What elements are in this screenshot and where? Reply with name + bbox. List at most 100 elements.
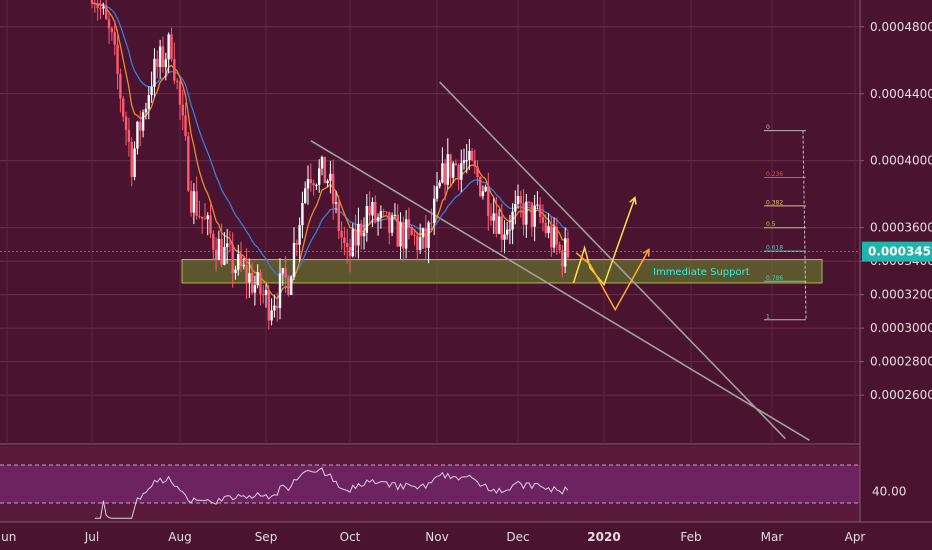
candle-body — [544, 222, 547, 234]
candle-body — [476, 166, 479, 178]
candle-body — [473, 160, 476, 167]
candle-body — [245, 264, 248, 283]
price-tick-label: 0.0002600 — [870, 388, 932, 402]
candle-body — [175, 80, 179, 82]
candle-body — [470, 150, 474, 161]
candle-body — [273, 305, 276, 311]
candle-body — [262, 294, 265, 296]
candle-body — [312, 183, 315, 186]
candle-body — [563, 238, 567, 267]
candle-body — [441, 163, 444, 183]
candle-body — [354, 229, 357, 246]
candle-body — [276, 305, 279, 308]
time-axis[interactable]: Jun Jul Aug Sep Oct Nov Dec 2020 Feb Mar Apr — [0, 521, 932, 550]
price-tick-label: 0.0003000 — [870, 321, 932, 335]
candle-body — [522, 203, 525, 225]
fib-level-label: 1 — [766, 313, 770, 320]
fib-level-label: 0.5 — [766, 221, 776, 228]
candle-body — [234, 269, 237, 273]
candle-body — [161, 46, 165, 68]
candle-body — [552, 227, 556, 248]
candle-body — [407, 219, 411, 228]
price-axis-bg — [860, 0, 932, 550]
candle-body — [239, 254, 243, 267]
rsi-tick-label: 40.00 — [872, 485, 906, 499]
candle-body — [416, 235, 419, 251]
candle-body — [141, 112, 145, 131]
fib-level-label: 0 — [766, 124, 770, 131]
candle-body — [198, 215, 201, 217]
candle-body — [460, 163, 463, 180]
price-tick-label: 0.0002800 — [870, 355, 932, 369]
candle-body — [116, 44, 119, 75]
candle-body — [110, 28, 114, 33]
candle-body — [432, 198, 436, 223]
candle-body — [362, 232, 366, 237]
candle-body — [399, 222, 402, 247]
candle-body — [209, 215, 212, 234]
candle-body — [424, 228, 427, 248]
candle-body — [508, 229, 512, 231]
candle-body — [90, 0, 94, 4]
candle-body — [530, 202, 534, 227]
candle-body — [295, 242, 298, 245]
candle-body — [487, 186, 490, 217]
candle-body — [484, 186, 487, 192]
projection-arrow-bullish — [572, 197, 636, 287]
support-zone[interactable] — [181, 259, 823, 284]
candle-body — [259, 272, 262, 295]
time-tick-label: Jun — [0, 530, 16, 544]
price-tick-label: 0.0004400 — [870, 87, 932, 101]
candle-body — [332, 173, 335, 204]
candle-body — [465, 160, 468, 162]
candle-body — [292, 242, 296, 277]
candle-body — [481, 191, 485, 197]
time-tick-label: Mar — [761, 530, 784, 544]
fibonacci-levels[interactable]: 0 0.236 0.382 0.5 0.618 0.786 1 — [764, 124, 807, 321]
candle-body — [418, 237, 422, 251]
candle-body — [150, 86, 153, 96]
current-price-label: 0.0003457 — [868, 245, 932, 259]
candle-body — [379, 211, 383, 218]
candle-body — [452, 163, 455, 178]
candle-body — [343, 237, 346, 244]
candle-body — [492, 213, 495, 221]
candle-body — [250, 273, 254, 293]
candle-body — [298, 225, 301, 245]
rsi-band — [0, 465, 860, 503]
candle-body — [187, 136, 190, 191]
ema-fast-line — [91, 2, 569, 300]
candle-body — [315, 184, 318, 186]
candle-body — [284, 268, 287, 278]
candle-body — [318, 168, 321, 185]
candle-body — [139, 121, 142, 131]
candle-body — [351, 229, 355, 257]
candle-body — [248, 273, 251, 283]
candle-body — [173, 59, 176, 81]
candle-body — [538, 204, 542, 218]
candle-body — [212, 233, 215, 250]
candle-body — [527, 201, 531, 203]
candle-body — [256, 272, 259, 286]
candle-body — [365, 205, 369, 233]
candle-body — [206, 215, 209, 220]
trendline-lower — [310, 139, 810, 442]
candle-body — [99, 7, 102, 9]
candle-body — [337, 202, 340, 231]
candle-body — [164, 59, 168, 68]
grid — [0, 0, 860, 442]
candle-body — [122, 98, 125, 117]
candle-body — [390, 215, 394, 233]
candle-body — [306, 179, 310, 189]
candle-body — [281, 268, 284, 274]
candle-body — [225, 243, 229, 248]
price-tick-label: 0.0004000 — [870, 154, 932, 168]
price-tick-label: 0.0003600 — [870, 221, 932, 235]
candle-body — [457, 165, 460, 180]
candle-body — [462, 160, 466, 164]
time-tick-label: 2020 — [587, 530, 620, 544]
candle-body — [525, 201, 528, 225]
candle-body — [410, 227, 413, 235]
